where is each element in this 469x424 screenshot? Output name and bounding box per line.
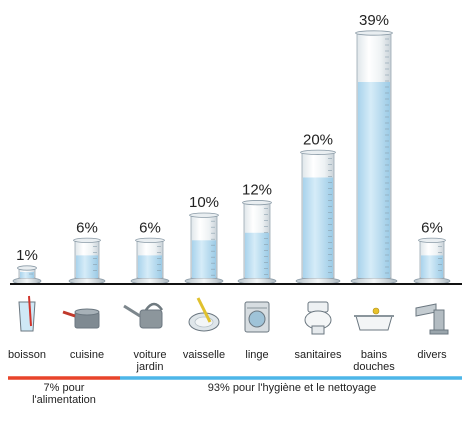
faucet-icon — [415, 303, 449, 335]
category-label: divers — [417, 349, 447, 361]
value-label: 6% — [139, 219, 161, 236]
cylinder-4: 12% — [237, 182, 277, 285]
category-label: cuisine — [70, 349, 104, 361]
water-level — [138, 255, 162, 278]
cylinder-rim — [73, 237, 101, 243]
value-label: 6% — [76, 219, 98, 236]
toilet-icon — [304, 301, 332, 335]
value-label: 10% — [189, 194, 219, 211]
cylinder-rim — [355, 30, 393, 36]
cylinder-5: 20% — [295, 131, 341, 285]
washing-machine-icon — [244, 301, 270, 333]
value-label: 39% — [359, 12, 389, 29]
water-level — [421, 255, 443, 278]
value-label: 20% — [303, 131, 333, 148]
cylinder-0: 1% — [12, 247, 42, 285]
cylinder-rim — [189, 212, 219, 218]
water-level — [245, 232, 269, 278]
cooking-pot-icon — [62, 308, 100, 329]
cylinder-rim — [300, 149, 336, 155]
glass-icon — [18, 295, 36, 332]
cylinder-3: 10% — [184, 194, 224, 285]
category-icons — [18, 295, 449, 335]
category-label: linge — [245, 349, 268, 361]
cylinder-rim — [242, 200, 272, 206]
water-level — [192, 240, 216, 278]
value-label: 12% — [242, 182, 272, 199]
group-bars: 7% pour l'alimentation 93% pour l'hygiène … — [8, 376, 462, 406]
category-label: bains douches — [353, 349, 395, 373]
category-label: sanitaires — [294, 349, 342, 361]
watering-can-icon — [123, 302, 164, 329]
category-label: boisson — [8, 349, 46, 361]
value-label: 1% — [16, 247, 38, 264]
cylinder-rim — [418, 237, 446, 243]
water-level — [303, 177, 333, 278]
dish-sponge-icon — [188, 297, 220, 332]
cylinder-1: 6% — [68, 219, 106, 285]
cylinder-6: 39% — [350, 12, 398, 285]
category-label: voiture jardin — [133, 349, 166, 373]
cylinder-rim — [17, 265, 37, 271]
cylinder-bars: 1% 6% 6% 10% 12% 20% 39% 6% — [12, 12, 451, 285]
cylinder-rim — [135, 237, 165, 243]
group-label: 7% pour l'alimentation — [32, 382, 96, 406]
cylinder-2: 6% — [130, 219, 170, 285]
water-level — [358, 82, 390, 278]
cylinder-7: 6% — [413, 219, 451, 285]
category-labels: boisson cuisine voiture jardin vaisselle ling… — [8, 349, 447, 373]
group-label: 93% pour l'hygiène et le nettoyage — [208, 382, 376, 394]
water-level — [20, 272, 34, 278]
category-label: vaisselle — [183, 349, 225, 361]
water-level — [76, 255, 98, 278]
bathtub-icon — [354, 307, 394, 331]
value-label: 6% — [421, 219, 443, 236]
